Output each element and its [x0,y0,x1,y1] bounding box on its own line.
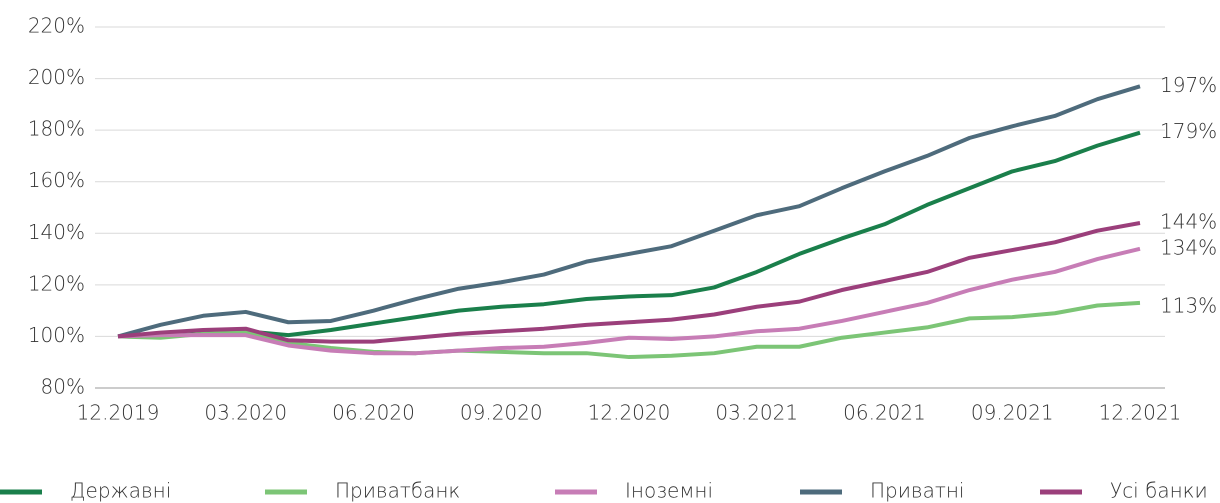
y-tick-label: 160% [28,168,85,192]
x-tick-label: 06.2020 [332,401,415,425]
y-tick-label: 180% [28,117,85,141]
legend-label: Приватбанк [335,479,460,503]
x-tick-label: 12.2021 [1099,401,1182,425]
y-tick-label: 220% [28,14,85,38]
end-label: 197% [1160,73,1217,97]
end-label: 134% [1160,235,1217,259]
x-tick-label: 12.2020 [588,401,671,425]
series-line [117,246,1141,356]
legend-label: Приватні [870,479,965,503]
series-line [118,130,1141,339]
y-tick-label: 140% [28,220,85,244]
x-tick-label: 09.2020 [460,401,543,425]
end-label: 144% [1160,209,1217,233]
x-tick-label: 03.2021 [715,401,798,425]
series-line [117,300,1141,360]
x-tick-label: 06.2021 [843,401,926,425]
y-tick-label: 80% [41,375,85,399]
end-label: 113% [1160,293,1217,317]
x-tick-label: 03.2020 [204,401,287,425]
legend-label: Іноземні [625,479,713,503]
legend-label: Усі банки [1110,479,1208,503]
y-tick-label: 200% [28,65,85,89]
series-line [117,221,1141,344]
y-tick-label: 120% [28,271,85,295]
x-tick-label: 12.2019 [77,401,160,425]
y-tick-label: 100% [28,323,85,347]
legend-label: Державні [70,479,171,503]
x-tick-label: 09.2021 [971,401,1054,425]
end-label: 179% [1160,119,1217,143]
series-line [117,84,1141,339]
